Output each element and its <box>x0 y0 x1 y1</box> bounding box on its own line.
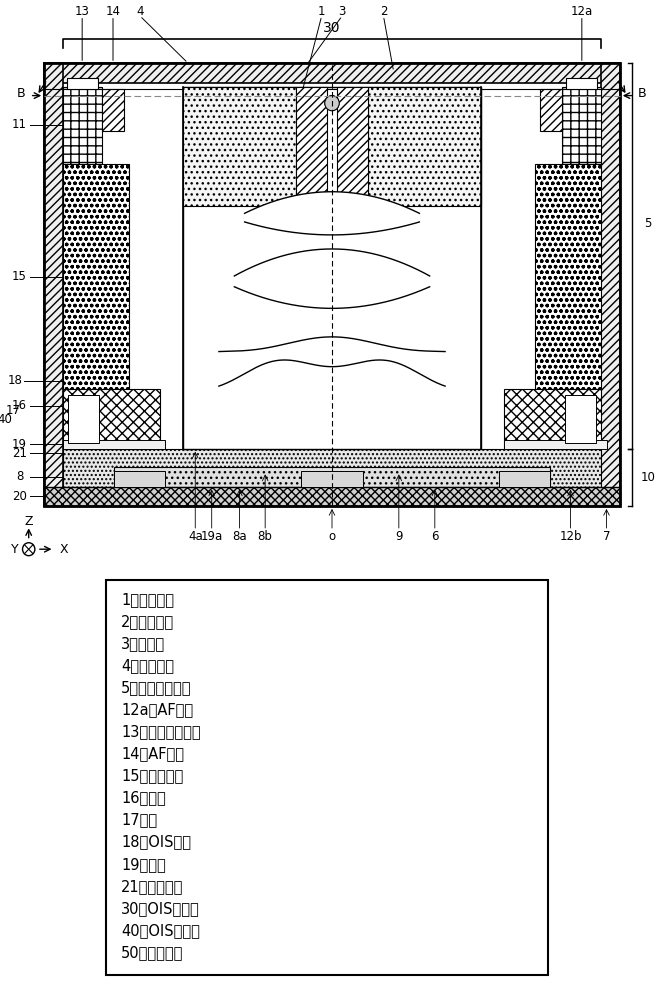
Bar <box>368 87 481 206</box>
Text: 8a: 8a <box>232 530 247 543</box>
Bar <box>566 78 597 89</box>
Bar <box>44 487 620 506</box>
Text: 13: 13 <box>75 5 90 18</box>
Bar <box>296 87 327 206</box>
Text: 1：摄像透镜: 1：摄像透镜 <box>122 592 174 607</box>
Bar <box>562 87 602 164</box>
Bar <box>68 395 99 443</box>
Bar <box>540 89 562 131</box>
Bar <box>504 389 602 449</box>
Text: 5: 5 <box>644 217 651 230</box>
Text: 6: 6 <box>431 530 438 543</box>
Text: 15：永久磁铁: 15：永久磁铁 <box>122 768 183 783</box>
Bar <box>337 87 368 206</box>
Text: 3: 3 <box>339 5 346 18</box>
Bar <box>102 89 124 131</box>
Text: 10: 10 <box>640 471 655 484</box>
Bar <box>44 487 620 506</box>
Text: 4：透镜支架: 4：透镜支架 <box>122 658 174 673</box>
Text: 18: 18 <box>8 374 23 387</box>
Bar <box>62 389 160 449</box>
Bar <box>44 63 620 83</box>
Text: 4: 4 <box>136 5 143 18</box>
Circle shape <box>23 543 35 556</box>
Bar <box>62 164 129 389</box>
Text: X: X <box>60 543 68 556</box>
Text: 16：呗线: 16：呗线 <box>122 791 166 806</box>
Text: 18：OIS线圈: 18：OIS线圈 <box>122 835 191 850</box>
Bar <box>106 580 548 975</box>
Bar <box>183 87 481 449</box>
Text: 2：透镜镜筒: 2：透镜镜筒 <box>122 614 175 629</box>
Bar <box>44 63 620 506</box>
Text: 8b: 8b <box>258 530 273 543</box>
Text: 17：罩: 17：罩 <box>122 813 157 828</box>
Text: 19: 19 <box>12 438 27 451</box>
Circle shape <box>325 96 339 111</box>
Text: 12a：AF弹簧: 12a：AF弹簧 <box>122 702 193 717</box>
Bar <box>62 449 602 487</box>
Text: 21：霍尔元件: 21：霍尔元件 <box>122 879 184 894</box>
Text: o: o <box>329 530 335 543</box>
Text: 17: 17 <box>6 404 21 417</box>
Bar <box>44 63 62 506</box>
Text: 30: 30 <box>323 21 341 35</box>
Text: 2: 2 <box>380 5 387 18</box>
Text: 40：OIS固定部: 40：OIS固定部 <box>122 923 200 938</box>
Bar <box>62 440 165 449</box>
Text: 1: 1 <box>318 5 325 18</box>
Bar <box>565 395 596 443</box>
Text: 15: 15 <box>12 270 27 283</box>
Text: 14: 14 <box>106 5 120 18</box>
Text: 19：基座: 19：基座 <box>122 857 166 872</box>
Text: 16: 16 <box>12 399 27 412</box>
Bar <box>114 471 165 487</box>
Text: 40: 40 <box>0 413 13 426</box>
Text: 3：黏接剂: 3：黏接剂 <box>122 636 165 651</box>
Text: 21: 21 <box>12 447 27 460</box>
Text: Y: Y <box>11 543 19 556</box>
Bar <box>114 467 550 487</box>
Text: B: B <box>638 87 647 100</box>
Text: 19a: 19a <box>201 530 223 543</box>
Text: 20: 20 <box>12 490 27 503</box>
Text: 14：AF线圈: 14：AF线圈 <box>122 746 184 761</box>
Text: 30：OIS可动部: 30：OIS可动部 <box>122 901 200 916</box>
Bar <box>183 87 296 206</box>
Bar <box>67 78 98 89</box>
Bar <box>301 471 363 487</box>
Bar <box>535 164 602 389</box>
Text: 8: 8 <box>16 470 23 483</box>
Text: 13：中间保持部件: 13：中间保持部件 <box>122 724 201 739</box>
Text: 9: 9 <box>395 530 402 543</box>
Bar <box>62 87 102 164</box>
Text: 50：相机模块: 50：相机模块 <box>122 945 184 960</box>
Text: 4a: 4a <box>188 530 203 543</box>
Text: 12b: 12b <box>559 530 582 543</box>
Bar <box>602 63 620 506</box>
Text: 11: 11 <box>12 118 27 131</box>
Circle shape <box>325 96 339 111</box>
Bar <box>499 471 550 487</box>
Text: 12a: 12a <box>571 5 593 18</box>
Text: Z: Z <box>25 515 33 528</box>
Text: 5：透镜驱动装置: 5：透镜驱动装置 <box>122 680 192 695</box>
Text: B: B <box>17 87 26 100</box>
Text: 7: 7 <box>603 530 610 543</box>
Bar <box>504 440 606 449</box>
